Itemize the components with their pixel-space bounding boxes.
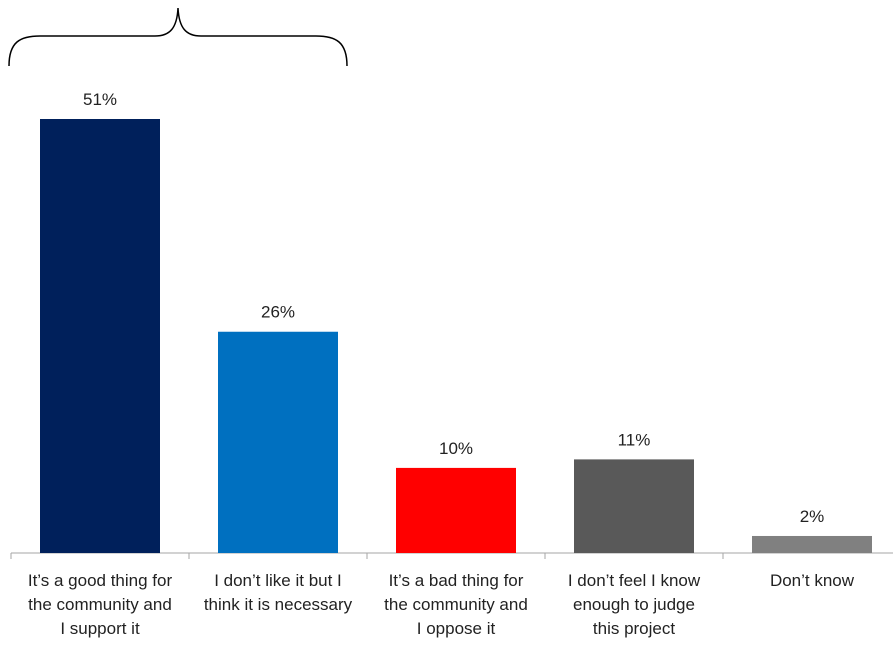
- category-label-line: Don’t know: [770, 571, 855, 590]
- bar: [752, 535, 872, 553]
- grouping-brace: [8, 7, 348, 67]
- category-label-line: I support it: [60, 619, 140, 638]
- bar-value-label: 10%: [439, 439, 473, 458]
- category-label-line: the community and: [28, 595, 172, 614]
- category-label-line: It’s a bad thing for: [389, 571, 524, 590]
- category-label-line: think it is necessary: [204, 595, 353, 614]
- category-label-line: this project: [593, 619, 675, 638]
- category-label-line: It’s a good thing for: [28, 571, 173, 590]
- category-label: It’s a bad thing for the community and I o…: [384, 571, 528, 638]
- bar-value-label: 2%: [800, 507, 825, 526]
- bar-value-label: 11%: [618, 430, 651, 449]
- category-label-line: the community and: [384, 595, 528, 614]
- category-label-line: I don’t feel I know: [568, 571, 701, 590]
- bars: [40, 119, 872, 553]
- category-label-line: I don’t like it but I: [214, 571, 342, 590]
- x-axis-ticks: [10, 553, 724, 559]
- category-labels: It’s a good thing for the community and I …: [28, 571, 855, 638]
- category-label: Don’t know: [770, 571, 855, 590]
- bar: [218, 331, 338, 553]
- bar-value-label: 26%: [261, 303, 295, 322]
- category-label: It’s a good thing for the community and I …: [28, 571, 173, 638]
- bar: [396, 467, 516, 553]
- value-labels: 51% 26% 10% 11% 2%: [83, 90, 824, 526]
- category-label: I don’t like it but I think it is necessa…: [204, 571, 353, 614]
- bar-value-label: 51%: [83, 90, 117, 109]
- bar: [574, 459, 694, 553]
- category-label-line: enough to judge: [573, 595, 695, 614]
- bar: [40, 119, 160, 553]
- category-label-line: I oppose it: [417, 619, 496, 638]
- category-label: I don’t feel I know enough to judge this p…: [568, 571, 701, 638]
